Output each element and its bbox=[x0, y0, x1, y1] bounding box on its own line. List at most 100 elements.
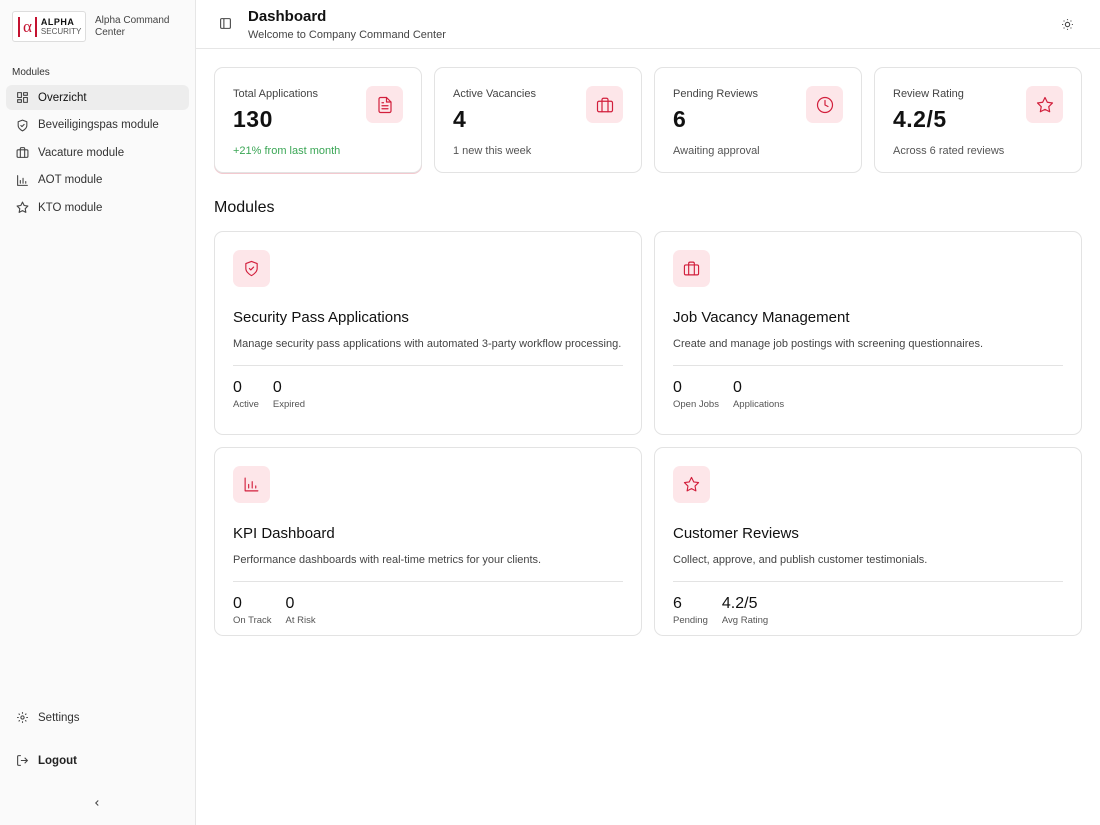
icon bbox=[596, 97, 613, 112]
stat-note: +21% from last month bbox=[233, 145, 341, 157]
module-icon bbox=[233, 466, 270, 503]
metric: 0 Open Jobs bbox=[673, 379, 719, 410]
stat-card: Total Applications 130 +21% from last mont… bbox=[214, 67, 422, 173]
metric-label: On Track bbox=[233, 615, 272, 626]
module-metrics: 0 Active 0 Expired bbox=[233, 379, 623, 410]
logo-brand: ALPHA bbox=[40, 16, 75, 27]
metric: 6 Pending bbox=[673, 595, 708, 626]
module-description: Manage security pass applications with a… bbox=[233, 338, 622, 350]
icon bbox=[17, 755, 29, 766]
module-description: Performance dashboards with real-time me… bbox=[233, 554, 542, 566]
metric-label: Pending bbox=[673, 615, 708, 626]
module-title: Job Vacancy Management bbox=[673, 309, 850, 326]
metric-label: Open Jobs bbox=[673, 399, 719, 410]
divider bbox=[233, 365, 623, 366]
metric-value: 0 bbox=[732, 379, 742, 396]
metric-label: Applications bbox=[732, 399, 785, 410]
nav-item[interactable]: Overzicht bbox=[6, 85, 189, 110]
page-title: Dashboard bbox=[248, 8, 327, 25]
icon bbox=[16, 201, 29, 213]
metric-value: 0 bbox=[233, 379, 242, 396]
metric-label: Avg Rating bbox=[721, 615, 769, 626]
logout-label: Logout bbox=[38, 754, 77, 767]
settings[interactable]: Settings bbox=[16, 711, 80, 724]
nav-item[interactable]: KTO module bbox=[6, 195, 189, 220]
nav-section: Modules bbox=[12, 67, 50, 78]
stat-label: Active Vacancies bbox=[453, 88, 536, 100]
icon bbox=[17, 712, 28, 723]
metric-value: 4.2/5 bbox=[721, 595, 758, 612]
metric: 0 Active bbox=[233, 379, 259, 410]
metric-value: 0 bbox=[233, 595, 242, 612]
metric: 0 Applications bbox=[733, 379, 784, 410]
stat-value: 4.2/5 bbox=[893, 106, 947, 132]
icon bbox=[245, 260, 258, 277]
logo-mark: α bbox=[18, 16, 37, 37]
icon bbox=[1036, 96, 1053, 112]
stat-value: 4 bbox=[453, 106, 467, 132]
nav: Overzicht Beveiligingspas module Vacature … bbox=[6, 85, 189, 223]
module-card[interactable]: KPI Dashboard Performance dashboards with… bbox=[214, 447, 642, 636]
stat-icon bbox=[1026, 86, 1063, 123]
logout[interactable]: Logout bbox=[16, 754, 77, 767]
logo: α ALPHA SECURITY bbox=[12, 11, 86, 42]
settings-label: Settings bbox=[38, 711, 80, 724]
module-metrics: 0 On Track 0 At Risk bbox=[233, 595, 623, 626]
module-icon bbox=[673, 250, 710, 287]
module-description: Collect, approve, and publish customer t… bbox=[673, 554, 928, 566]
modules-heading: Modules bbox=[214, 199, 275, 216]
icon bbox=[16, 147, 29, 158]
nav-item[interactable]: Beveiligingspas module bbox=[6, 113, 189, 138]
module-icon bbox=[233, 250, 270, 287]
nav-item[interactable]: AOT module bbox=[6, 168, 189, 193]
nav-label: KTO module bbox=[38, 201, 103, 214]
divider bbox=[673, 365, 1063, 366]
module-card[interactable]: Job Vacancy Management Create and manage … bbox=[654, 231, 1082, 435]
metric-label: Expired bbox=[272, 399, 306, 410]
metric-label: Active bbox=[233, 399, 259, 410]
stat-note: Awaiting approval bbox=[673, 145, 760, 157]
icon bbox=[17, 174, 28, 186]
logo-sub: SECURITY bbox=[40, 26, 82, 36]
icon bbox=[377, 96, 392, 113]
stat-note: Across 6 rated reviews bbox=[893, 145, 1005, 157]
stat-label: Pending Reviews bbox=[673, 88, 758, 100]
module-card[interactable]: Security Pass Applications Manage securit… bbox=[214, 231, 642, 435]
stat-icon bbox=[366, 86, 403, 123]
module-metrics: 0 Open Jobs 0 Applications bbox=[673, 379, 1063, 410]
stat-card: Active Vacancies 4 1 new this week bbox=[434, 67, 642, 173]
icon bbox=[244, 477, 259, 492]
theme-toggle[interactable] bbox=[1061, 18, 1074, 31]
metric-value: 0 bbox=[673, 379, 682, 396]
metric-value: 0 bbox=[272, 379, 282, 396]
app-name: Alpha Command Center bbox=[95, 15, 170, 38]
stat-note: 1 new this week bbox=[453, 145, 532, 157]
header: Dashboard Welcome to Company Command Cen… bbox=[196, 0, 1100, 49]
stat-icon bbox=[586, 86, 623, 123]
module-icon bbox=[673, 466, 710, 503]
module-metrics: 6 Pending 4.2/5 Avg Rating bbox=[673, 595, 1063, 626]
nav-label: Overzicht bbox=[38, 91, 87, 104]
stat-label: Total Applications bbox=[233, 88, 318, 100]
module-card[interactable]: Customer Reviews Collect, approve, and pu… bbox=[654, 447, 1082, 636]
divider bbox=[233, 581, 623, 582]
nav-label: Beveiligingspas module bbox=[38, 119, 159, 131]
collapse-button[interactable] bbox=[92, 798, 102, 808]
metric: 0 Expired bbox=[273, 379, 305, 410]
icon bbox=[816, 96, 833, 113]
sidebar: α ALPHA SECURITY Alpha Command Center Mod… bbox=[0, 0, 196, 825]
metric: 0 At Risk bbox=[286, 595, 316, 626]
stat-label: Review Rating bbox=[893, 88, 964, 100]
page-subtitle: Welcome to Company Command Center bbox=[248, 29, 446, 41]
module-title: Customer Reviews bbox=[673, 525, 799, 542]
sidebar-toggle[interactable] bbox=[219, 17, 232, 30]
nav-item[interactable]: Vacature module bbox=[6, 140, 189, 165]
metric: 0 On Track bbox=[233, 595, 272, 626]
stat-value: 6 bbox=[673, 106, 687, 132]
stat-icon bbox=[806, 86, 843, 123]
nav-label: AOT module bbox=[38, 174, 103, 186]
nav-label: Vacature module bbox=[38, 146, 125, 159]
module-description: Create and manage job postings with scre… bbox=[673, 338, 984, 350]
